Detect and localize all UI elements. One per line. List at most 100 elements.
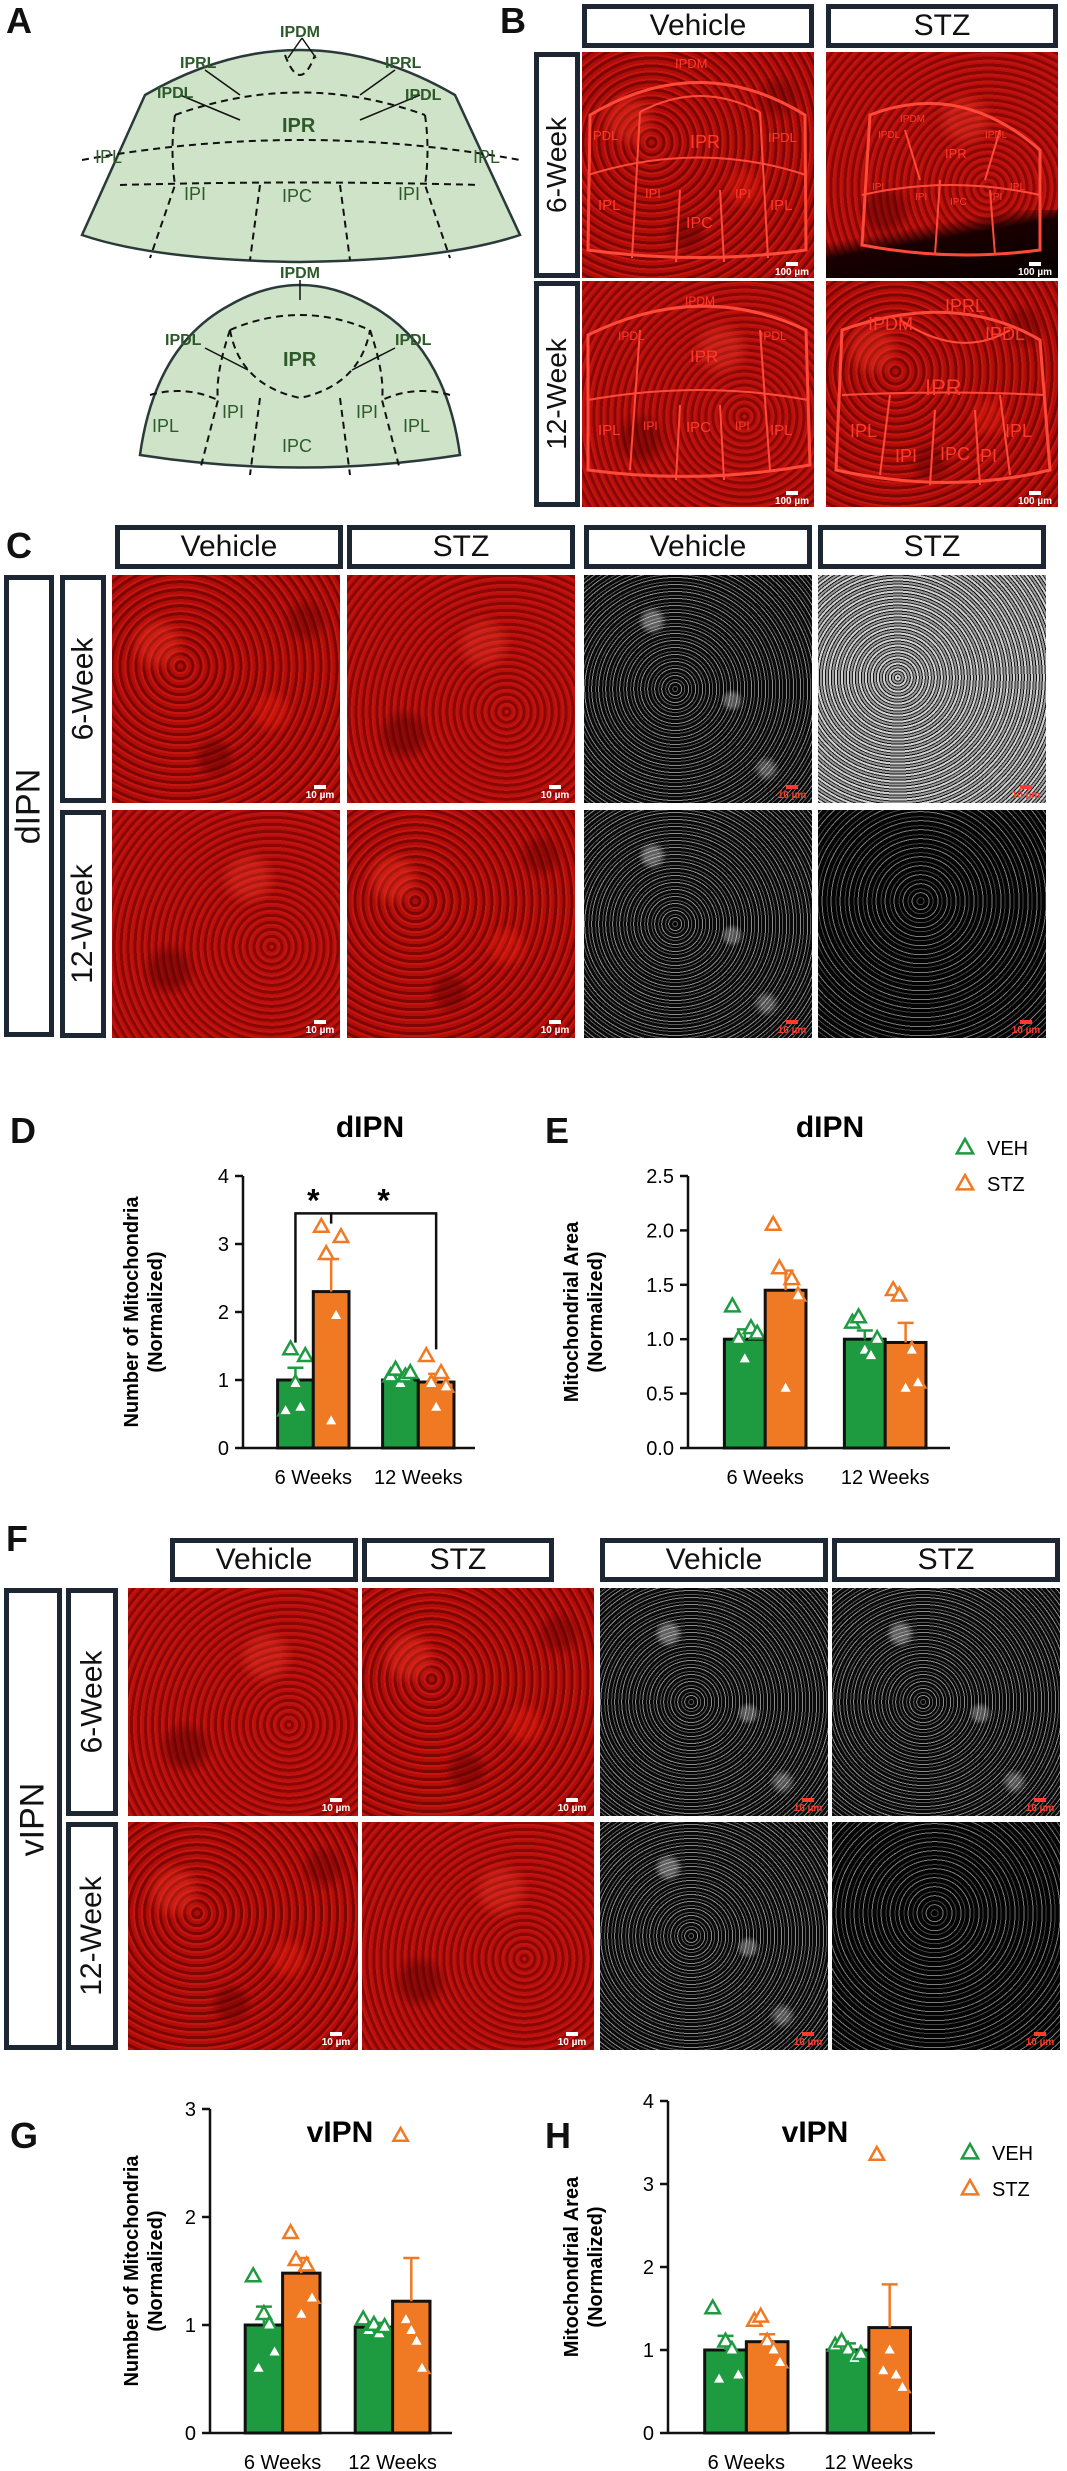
col-label-stz: STZ [832, 1538, 1060, 1582]
y-tick-label: 0 [218, 1438, 229, 1460]
y-axis-label: Mitochondrial Area (Normalized) [561, 2176, 607, 2357]
legend-marker [954, 1172, 976, 1191]
region-label: IPR [945, 146, 967, 161]
micrograph-c-stz-12wk-binary [818, 810, 1046, 1038]
data-point [401, 2319, 421, 2337]
micrograph-c-stz-6wk-binary [818, 575, 1046, 803]
legend-label: STZ [987, 1174, 1025, 1196]
schematic-label: IPDL [395, 332, 432, 349]
data-point [391, 2125, 410, 2143]
y-tick-label: 3 [643, 2174, 654, 2196]
significance-bracket [331, 1212, 438, 1350]
y-tick-label: 1.0 [646, 1329, 674, 1351]
micrograph-c-veh-12wk [112, 810, 340, 1038]
region-label: IPL [770, 197, 793, 214]
region-label: IPDM [868, 314, 913, 334]
chart-title: vIPN [307, 2116, 374, 2149]
scale-bar: 10 µm [318, 1798, 354, 1814]
panel-letter-c: C [6, 525, 32, 566]
data-point [751, 2306, 771, 2323]
data-point [873, 2360, 893, 2377]
region-label: IPDM [900, 114, 925, 125]
region-label-vipn: vIPN [4, 1588, 62, 2050]
scale-bar: 10 µm [1008, 1020, 1044, 1036]
panel-letter-g: G [10, 2115, 39, 2156]
region-label: IPDL [985, 130, 1008, 141]
data-point [326, 1304, 346, 1322]
data-point [353, 2309, 373, 2326]
schematic-label: IPL [95, 147, 122, 167]
scale-bar: 10 µm [537, 1020, 573, 1036]
data-point [297, 2255, 316, 2272]
chart-H: vIPN Mitochondrial Area (Normalized) 0 1 2 3 4 6… [561, 2091, 1033, 2471]
y-axis-label-line: (Normalized) [145, 1251, 167, 1372]
y-axis-label: Number of Mitochondria (Normalized) [121, 1196, 167, 1428]
scale-bar: 10 µm [1008, 785, 1044, 801]
data-point [281, 2222, 300, 2240]
ipn-schematic-bottom [138, 283, 462, 469]
data-point [735, 1348, 755, 1365]
data-point [281, 1338, 300, 1356]
y-tick-label: 4 [218, 1166, 229, 1188]
y-tick-label: 2.5 [646, 1166, 674, 1188]
y-tick-label: 3 [218, 1234, 229, 1256]
data-point [249, 2357, 268, 2375]
scale-bar: 100 µm [1015, 262, 1055, 278]
data-point [770, 1257, 789, 1275]
schematic-label: IPI [356, 402, 378, 422]
x-tick-label: 12 Weeks [374, 1467, 463, 1489]
micrograph-f-veh-12wk [128, 1822, 358, 2050]
data-point [276, 1400, 295, 1417]
data-point [908, 1372, 928, 1389]
data-point [893, 2376, 912, 2394]
region-label: IPI [990, 192, 1002, 203]
data-point [331, 1226, 351, 1244]
y-axis-label-line: Number of Mitochondria [121, 2155, 143, 2387]
data-point [302, 2287, 322, 2305]
scale-bar: 10 µm [554, 2032, 590, 2048]
data-point [436, 1376, 456, 1393]
schematic-label: IPI [222, 402, 244, 422]
data-point [838, 2339, 858, 2357]
y-tick-label: 1 [643, 2340, 654, 2362]
micrograph-f-stz-12wk [362, 1822, 594, 2050]
region-label: IPI [643, 419, 658, 433]
region-label: PDL [593, 128, 618, 143]
region-label: IPR [690, 347, 718, 366]
data-point [386, 1359, 405, 1376]
scale-bar: 10 µm [790, 1798, 826, 1814]
row-label-6-week: 6-Week [60, 575, 106, 803]
region-label: IPL [1010, 182, 1025, 193]
data-point [291, 2303, 311, 2321]
y-tick-label: 2 [218, 1302, 229, 1324]
data-point [426, 1396, 446, 1414]
micrograph-f-veh-6wk-binary [600, 1588, 828, 1816]
region-label: IPC [950, 197, 967, 208]
schematic-label: IPC [282, 436, 312, 456]
schematic-label: IPR [282, 115, 316, 137]
legend-marker [954, 1136, 976, 1155]
region-label: IPC [686, 215, 713, 232]
ipn-schematic-top [80, 48, 522, 264]
region-label: IPC [940, 444, 970, 464]
x-tick-label: 12 Weeks [841, 1467, 930, 1489]
col-label-vehicle: Vehicle [600, 1538, 828, 1582]
legend-marker [959, 2177, 981, 2196]
data-point [782, 1268, 802, 1286]
row-label-12-week: 12-Week [534, 281, 580, 507]
bar-veh [353, 2325, 395, 2435]
significance-star: * [377, 1182, 390, 1218]
micrograph-c-veh-6wk-binary [584, 575, 812, 803]
data-point [770, 2351, 790, 2369]
data-point [243, 2265, 263, 2283]
schematic-label: IPC [282, 186, 312, 206]
panel-letter-a: A [6, 0, 32, 41]
y-tick-label: 0 [185, 2423, 196, 2445]
micrograph-f-stz-6wk [362, 1588, 594, 1816]
significance-star: * [307, 1182, 320, 1218]
data-point [849, 1306, 868, 1324]
panel-letter-b: B [500, 0, 526, 41]
region-label: IPDL [618, 329, 645, 343]
bar-stz [763, 1288, 808, 1450]
y-tick-label: 4 [643, 2091, 654, 2113]
